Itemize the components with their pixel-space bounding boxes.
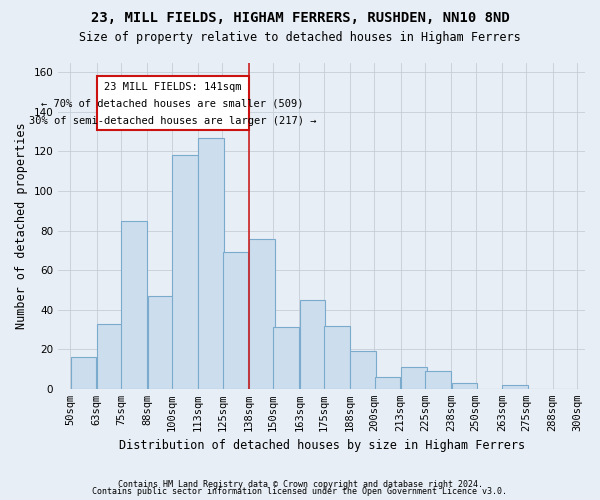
Bar xyxy=(401,367,427,389)
Bar xyxy=(198,138,224,389)
Bar xyxy=(148,296,173,389)
Bar xyxy=(324,326,350,389)
Y-axis label: Number of detached properties: Number of detached properties xyxy=(15,122,28,329)
Text: Size of property relative to detached houses in Higham Ferrers: Size of property relative to detached ho… xyxy=(79,32,521,44)
Text: 30% of semi-detached houses are larger (217) →: 30% of semi-detached houses are larger (… xyxy=(29,116,316,126)
Bar xyxy=(249,238,275,389)
Text: ← 70% of detached houses are smaller (509): ← 70% of detached houses are smaller (50… xyxy=(41,99,304,109)
Bar xyxy=(172,156,198,389)
Bar xyxy=(425,371,451,389)
Text: Contains public sector information licensed under the Open Government Licence v3: Contains public sector information licen… xyxy=(92,488,508,496)
Bar xyxy=(273,328,299,389)
Text: 23, MILL FIELDS, HIGHAM FERRERS, RUSHDEN, NN10 8ND: 23, MILL FIELDS, HIGHAM FERRERS, RUSHDEN… xyxy=(91,12,509,26)
Bar xyxy=(502,385,528,389)
Bar xyxy=(223,252,248,389)
Bar xyxy=(350,351,376,389)
Text: 23 MILL FIELDS: 141sqm: 23 MILL FIELDS: 141sqm xyxy=(104,82,241,92)
Bar xyxy=(71,357,97,389)
Bar xyxy=(299,300,325,389)
X-axis label: Distribution of detached houses by size in Higham Ferrers: Distribution of detached houses by size … xyxy=(119,440,524,452)
Bar xyxy=(97,324,123,389)
Bar xyxy=(97,76,248,130)
Bar xyxy=(374,377,400,389)
Text: Contains HM Land Registry data © Crown copyright and database right 2024.: Contains HM Land Registry data © Crown c… xyxy=(118,480,482,489)
Bar xyxy=(121,220,147,389)
Bar xyxy=(452,383,478,389)
